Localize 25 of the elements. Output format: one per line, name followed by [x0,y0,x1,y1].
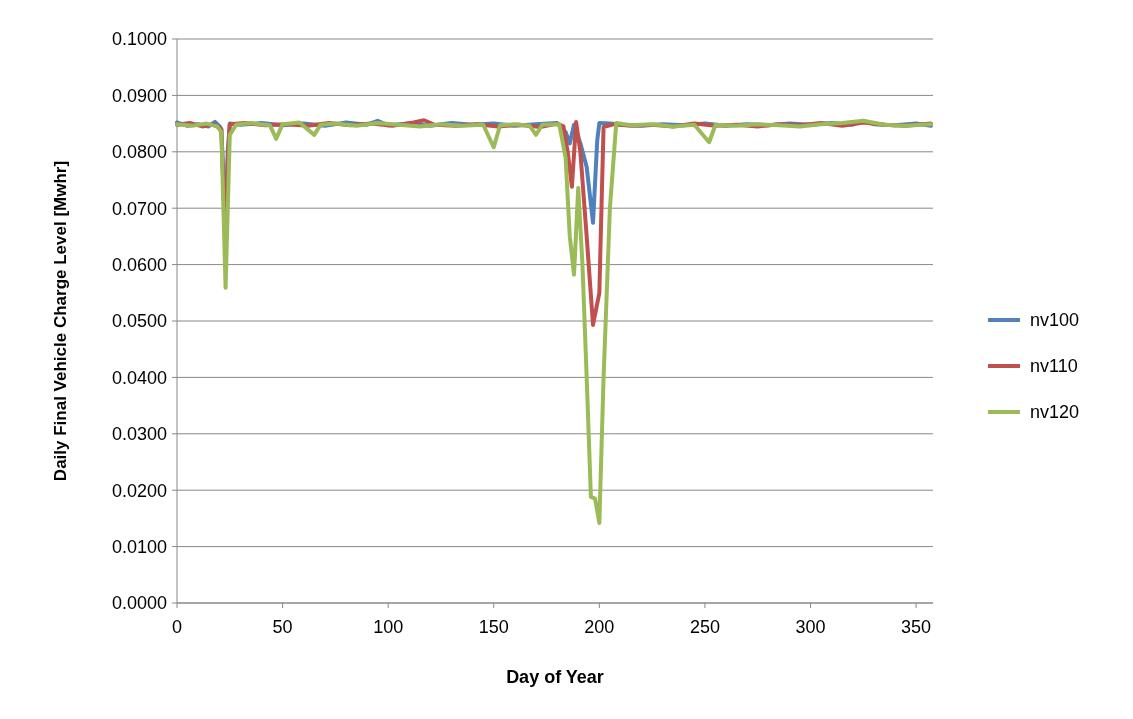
y-tick-label: 0.0600 [111,254,167,275]
x-tick-label: 50 [272,617,293,637]
y-tick-label: 0.0100 [111,536,167,557]
legend-label: nv120 [1030,402,1080,423]
y-tick-label: 0.0400 [111,367,167,388]
x-tick-label: 250 [689,617,720,637]
x-tick-label: 200 [584,617,615,637]
x-tick-label: 0 [171,617,183,637]
y-tick-label: 0.0300 [111,424,167,445]
y-tick-label: 0.0900 [111,85,167,106]
x-tick-label: 100 [373,617,404,637]
legend-label: nv110 [1030,356,1078,377]
x-tick-label: 350 [901,617,932,637]
x-tick-label: 150 [478,617,509,637]
y-tick-label: 0.0800 [111,142,167,163]
x-axis-title: Day of Year [506,667,604,687]
y-axis-title: Daily Final Vehicle Charge Level [Mwhr] [51,160,70,482]
y-tick-label: 0.0700 [111,198,167,219]
y-tick-label: 0.0200 [111,480,167,501]
line-series [175,118,933,525]
x-tick-label: 300 [795,617,826,637]
y-tick-label: 0.0000 [111,593,167,614]
legend-label: nv100 [1030,310,1080,331]
y-tick-label: 0.0500 [111,311,167,332]
y-tick-label: 0.1000 [111,29,167,50]
